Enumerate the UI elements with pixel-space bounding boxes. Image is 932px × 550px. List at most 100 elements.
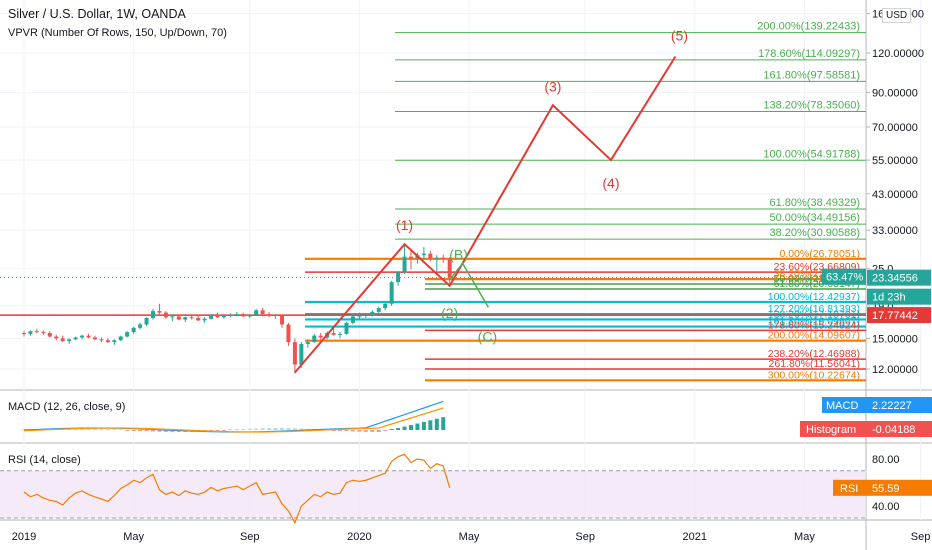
candle-body [299,343,304,365]
fib-extension-label: 200.00%(139.22433) [757,21,860,33]
candle-body [163,312,168,318]
wave-label: (3) [544,78,561,94]
countdown-badge: 1d 23h [872,292,906,304]
candle-body [54,336,59,339]
fib-retracement-label: 238.20%(12.46988) [768,348,860,360]
candle-body [80,335,85,338]
candle-body [22,332,26,334]
macd-histogram-bar [209,430,214,431]
macd-histogram-bar [370,430,375,432]
candle-body [428,253,433,259]
macd-histogram-bar [105,428,110,430]
macd-histogram-bar [215,430,220,431]
macd-histogram-bar [125,430,130,431]
macd-histogram-bar [376,430,381,432]
wave-label: (5) [671,27,688,43]
candle-body [286,324,291,343]
candle-body [247,314,252,317]
macd-histogram-bar [363,430,368,432]
fib-retracement-label: 100.00%(12.42937) [768,291,860,303]
support-level-badge: 17.77442 [872,310,918,322]
macd-histogram-bar [402,426,407,430]
rsi-band [0,470,866,518]
rsi-badge-bg [833,479,932,496]
candle-body [99,339,104,341]
macd-histogram-bar [92,428,97,430]
candle-body [234,314,239,316]
fib-extension-label: 178.60%(114.09297) [758,48,860,60]
price-tick-label: 12.00000 [872,364,918,376]
macd-histogram-bar [163,430,168,432]
candle-body [34,331,39,333]
macd-histogram-bar [280,428,284,430]
macd-histogram-bar [415,423,420,430]
macd-histogram-bar [157,430,162,432]
candle-body [273,314,278,316]
wave-label: (1) [396,217,413,233]
time-tick-label: 2021 [683,531,707,543]
macd-histogram-bar [151,430,155,432]
candle-body [73,337,78,340]
candle-body [183,317,188,320]
macd-badge-bg [822,397,932,413]
candle-body [260,310,265,315]
price-tick-label: 90.00000 [872,87,918,99]
correction-path [449,262,490,308]
fib-retracement-label: 127.20%(16.81393) [768,303,860,315]
candle-body [118,336,123,341]
candle-body [41,332,46,334]
fib-extension-label: 61.80%(38.49329) [769,197,860,209]
wave-label-c: (C) [478,328,497,344]
macd-histogram-bar [292,428,297,430]
macd-histogram-bar [286,428,291,430]
indicator-vpvr-label[interactable]: VPVR (Number Of Rows, 150, Up/Down, 70) [8,27,227,39]
rsi-value: 55.59 [872,483,900,495]
macd-histogram-bar [260,428,265,430]
percent-label: 63.47% [826,272,864,284]
macd-histogram-bar [131,430,136,431]
time-tick-label: Sep [575,531,595,543]
candle-body [357,315,362,317]
candle-body [383,303,388,309]
candle-body [312,335,317,343]
fib-retracement-label: 261.80%(11.56041) [769,358,860,370]
wave-label-b: (B) [449,246,468,262]
candle-body [447,258,452,278]
macd-histogram-bar [273,428,278,430]
macd-histogram-bar [241,429,246,430]
candle-body [170,316,175,318]
time-tick-label: 2020 [347,531,371,543]
rsi-pane-title[interactable]: RSI (14, close) [8,454,81,466]
macd-pane-title[interactable]: MACD (12, 26, close, 9) [8,401,126,413]
candle-body [196,318,201,321]
macd-signal-line [23,407,444,433]
macd-value: 2.22227 [872,400,912,412]
candle-body [421,253,426,256]
currency-unit-button[interactable]: USD [882,8,912,23]
fib-extension-label: 50.00%(34.49156) [769,212,860,224]
candle-body [215,314,220,318]
candle-body [389,282,394,304]
fib-retracement-label: 178.60%(15.24924) [768,319,860,331]
candle-body [254,310,259,315]
macd-histogram-bar [247,428,252,430]
fib-extension-label: 100.00%(54.91788) [763,148,860,160]
fib-extension-label: 138.20%(78.35060) [763,100,860,112]
current-price-badge: 23.34556 [872,273,918,285]
candle-body [151,311,155,319]
elliott-wave-path [294,55,677,374]
candle-body [434,257,439,259]
macd-histogram-bar [396,428,401,430]
candle-body [402,256,407,273]
candle-body [176,316,181,320]
macd-histogram-bar [99,428,104,430]
current-price-badge-bg [867,269,931,286]
price-tick-label: 43.00000 [872,189,918,201]
fib-retracement-label: 200.00%(14.09607) [768,330,860,342]
macd-histogram-bar [383,430,388,431]
macd-histogram-bar [228,429,233,430]
price-tick-label: 120.00000 [872,48,924,60]
candle-body [157,311,162,313]
